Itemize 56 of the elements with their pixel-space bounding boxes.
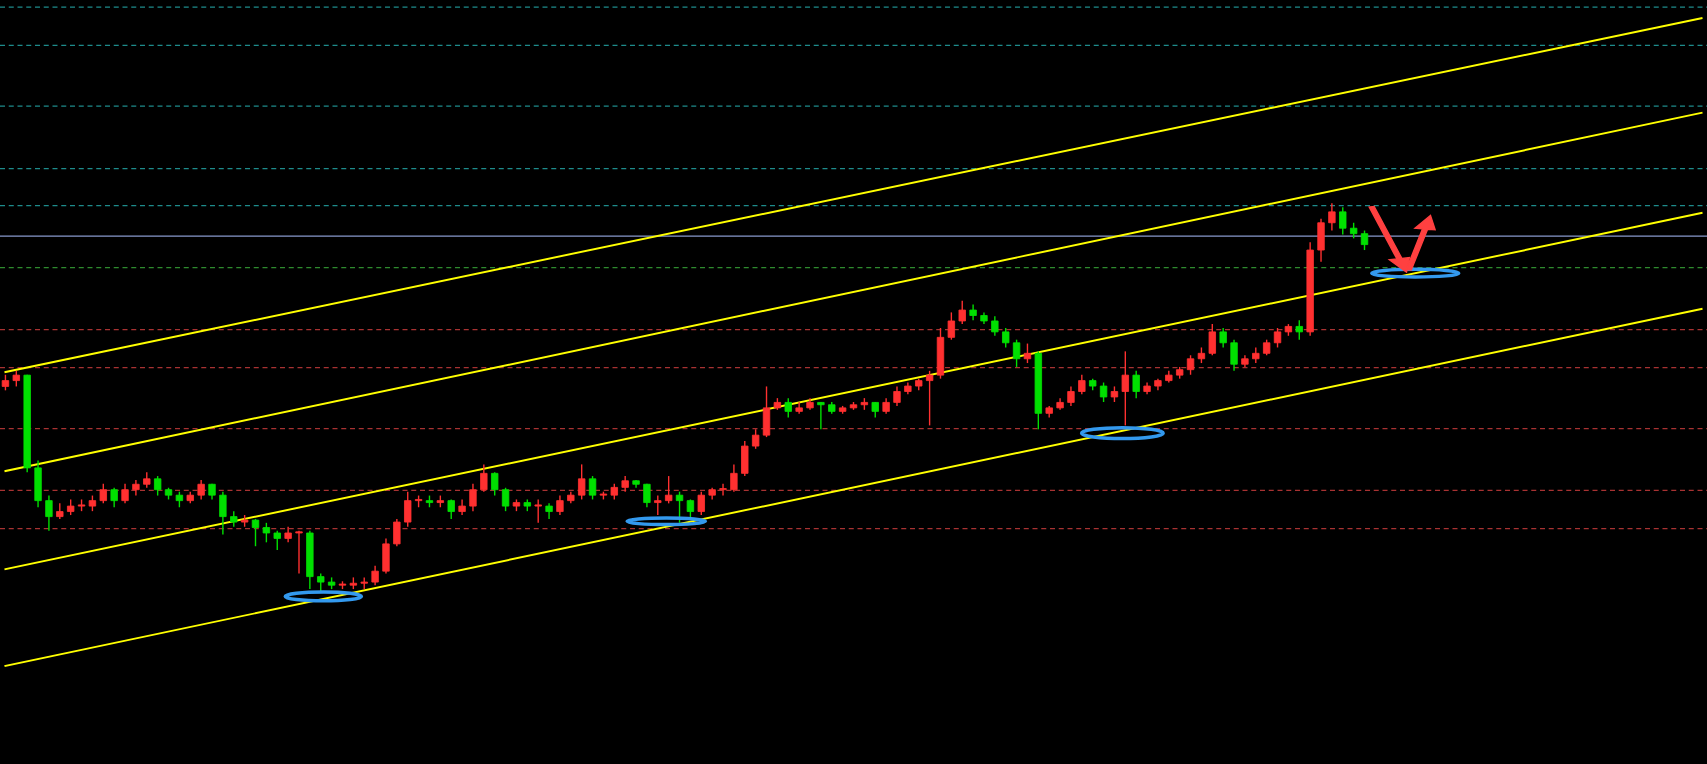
candlestick [784, 397, 792, 419]
candlestick [1012, 338, 1021, 368]
candlestick [958, 300, 966, 325]
candlestick [697, 490, 705, 516]
candlestick [1023, 342, 1032, 364]
candlestick [1208, 323, 1216, 356]
candlestick [1099, 381, 1108, 403]
candlestick [1273, 327, 1282, 349]
candlestick [578, 463, 586, 501]
candlestick [1328, 202, 1336, 232]
candlestick [45, 494, 53, 532]
candlestick [110, 487, 118, 508]
candlestick [371, 565, 379, 586]
candlestick [219, 490, 227, 536]
candlestick [534, 498, 542, 524]
candlestick [1339, 206, 1347, 236]
candlestick [1002, 327, 1010, 349]
candlestick [251, 518, 260, 547]
candlestick [447, 498, 455, 520]
candlestick [1360, 229, 1369, 251]
candlestick [121, 483, 129, 505]
candlestick [556, 494, 564, 516]
candlestick [197, 479, 205, 501]
candlestick [262, 522, 271, 544]
candlestick [751, 428, 760, 450]
candlestick [1219, 327, 1227, 349]
candlestick [664, 475, 673, 505]
candlestick [1078, 374, 1086, 395]
candlestick [99, 483, 107, 505]
candlestick [1121, 350, 1129, 427]
candlestick [1132, 370, 1140, 399]
candlestick [469, 483, 477, 512]
candlestick [654, 494, 662, 516]
candlestick [1067, 385, 1075, 407]
candlestick [480, 463, 488, 493]
candlestick [1230, 338, 1238, 372]
candlestick [817, 401, 825, 431]
candlestick [719, 483, 727, 497]
candlestick [273, 529, 281, 551]
candlestick [491, 471, 499, 497]
candlestick [991, 315, 999, 337]
candlestick [132, 479, 140, 497]
candlestick [295, 529, 303, 575]
candlestick [393, 518, 401, 547]
candlestick [893, 385, 901, 407]
candlestick [947, 311, 956, 341]
candlestick [1186, 354, 1195, 376]
candlestick [686, 498, 695, 520]
candlestick [1295, 319, 1303, 341]
candlestick [153, 475, 162, 497]
candlestick [501, 487, 510, 512]
candlestick [730, 463, 738, 493]
candlestick [404, 490, 412, 528]
candlestick [675, 490, 684, 524]
candlestick [588, 475, 597, 501]
candlestick [925, 370, 934, 427]
